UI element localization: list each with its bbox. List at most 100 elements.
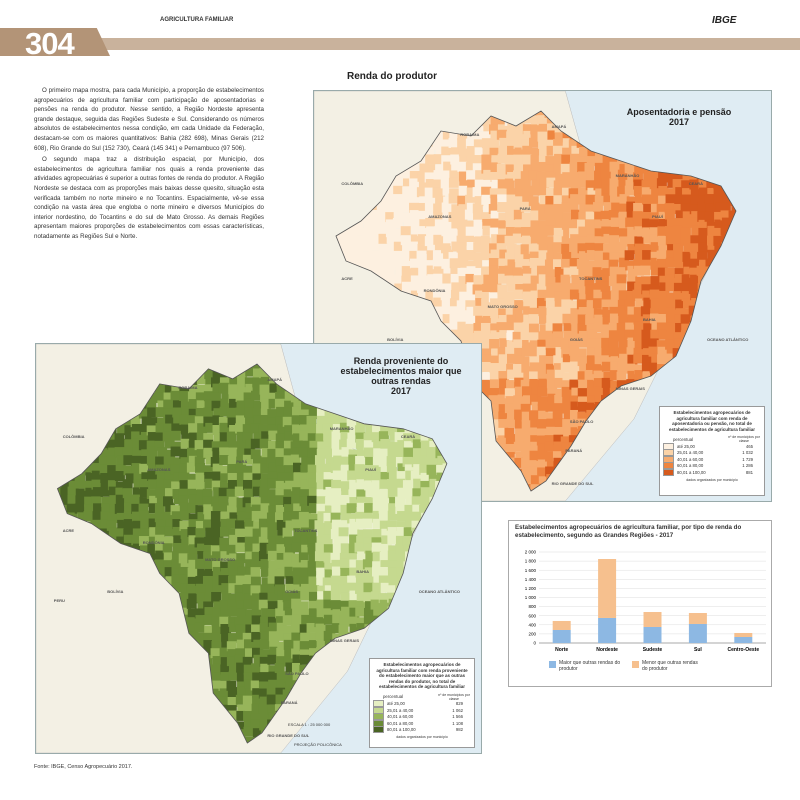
municipality: [747, 130, 757, 140]
municipality: [617, 305, 628, 316]
municipality: [194, 440, 205, 451]
municipality: [317, 727, 328, 738]
municipality: [450, 154, 461, 165]
municipality: [322, 534, 333, 545]
municipality: [355, 518, 366, 529]
municipality: [482, 283, 493, 294]
municipality: [299, 489, 310, 500]
municipality: [569, 228, 580, 239]
municipality: [164, 464, 175, 475]
municipality: [521, 259, 532, 270]
municipality: [204, 399, 215, 410]
municipality: [529, 251, 540, 262]
municipality: [210, 392, 221, 403]
municipality: [457, 130, 468, 141]
municipality: [291, 494, 302, 505]
municipality: [394, 202, 405, 213]
municipality: [371, 647, 382, 658]
municipality: [411, 640, 422, 651]
municipality: [410, 275, 421, 286]
municipality: [307, 464, 318, 475]
municipality: [411, 226, 422, 237]
municipality: [466, 170, 477, 181]
municipality: [330, 600, 341, 611]
municipality: [513, 275, 524, 286]
municipality: [251, 624, 262, 635]
municipality: [570, 234, 581, 245]
municipality: [490, 355, 501, 366]
municipality: [600, 481, 611, 491]
municipality: [388, 471, 399, 482]
municipality: [331, 718, 342, 729]
municipality: [690, 161, 701, 172]
municipality: [432, 179, 443, 190]
municipality: [125, 473, 136, 484]
municipality: [584, 219, 595, 230]
municipality: [450, 273, 461, 284]
municipality: [617, 362, 628, 373]
municipality: [514, 386, 525, 397]
municipality: [226, 656, 237, 667]
legend-col1: percentual: [673, 436, 694, 442]
municipality: [387, 510, 398, 521]
municipality: [553, 188, 564, 199]
municipality: [664, 203, 675, 214]
municipality: [253, 639, 264, 650]
municipality: [562, 308, 573, 319]
municipality: [552, 145, 563, 156]
municipality: [363, 615, 374, 626]
municipality: [595, 258, 606, 269]
municipality: [285, 520, 296, 531]
municipality: [611, 484, 622, 491]
municipality: [536, 450, 547, 461]
municipality: [707, 187, 718, 198]
municipality: [269, 383, 280, 394]
municipality: [747, 332, 757, 342]
municipality: [618, 179, 629, 190]
municipality: [490, 171, 501, 182]
municipality: [179, 448, 190, 459]
municipality: [107, 439, 118, 450]
municipality: [488, 139, 499, 150]
municipality: [131, 503, 142, 514]
municipality: [267, 409, 278, 420]
municipality: [538, 274, 549, 285]
municipality: [237, 376, 248, 387]
municipality: [219, 688, 230, 699]
municipality: [267, 592, 278, 603]
municipality: [330, 529, 341, 540]
municipality: [545, 225, 556, 236]
municipality: [323, 479, 334, 490]
municipality: [577, 111, 588, 118]
municipality: [442, 211, 453, 222]
municipality: [720, 379, 731, 390]
municipality: [156, 472, 167, 483]
municipality: [140, 528, 151, 539]
municipality: [419, 615, 430, 626]
municipality: [387, 488, 398, 499]
municipality: [729, 267, 736, 278]
municipality: [348, 543, 359, 554]
municipality: [641, 329, 652, 340]
municipality: [219, 377, 230, 388]
municipality: [504, 178, 515, 189]
municipality: [522, 265, 533, 276]
municipality: [347, 575, 358, 586]
municipality: [481, 186, 492, 197]
municipality: [365, 601, 376, 612]
municipality: [690, 337, 701, 348]
municipality: [235, 392, 246, 403]
municipality: [441, 139, 452, 150]
municipality: [368, 266, 379, 277]
municipality: [705, 203, 716, 214]
municipality: [626, 147, 637, 158]
municipality: [672, 388, 683, 399]
municipality: [299, 641, 310, 652]
municipality: [536, 428, 547, 439]
municipality: [528, 314, 539, 325]
municipality: [387, 251, 398, 262]
municipality: [139, 487, 150, 498]
municipality: [349, 534, 360, 545]
municipality: [507, 369, 518, 380]
municipality: [261, 608, 272, 619]
